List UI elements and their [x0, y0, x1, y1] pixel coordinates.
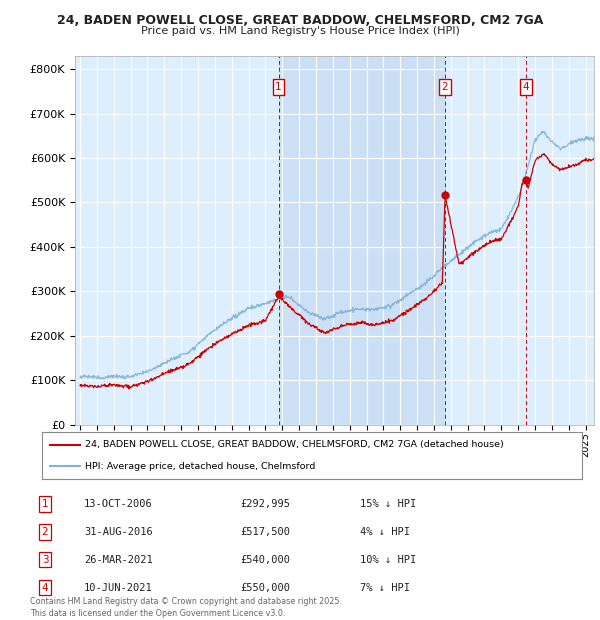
Text: Contains HM Land Registry data © Crown copyright and database right 2025.
This d: Contains HM Land Registry data © Crown c… — [30, 597, 342, 618]
Text: 7% ↓ HPI: 7% ↓ HPI — [360, 583, 410, 593]
Text: 26-MAR-2021: 26-MAR-2021 — [84, 555, 153, 565]
Bar — [278, 56, 445, 425]
Text: 24, BADEN POWELL CLOSE, GREAT BADDOW, CHELMSFORD, CM2 7GA (detached house): 24, BADEN POWELL CLOSE, GREAT BADDOW, CH… — [85, 440, 504, 450]
Text: £292,995: £292,995 — [240, 499, 290, 509]
Text: 4: 4 — [41, 583, 49, 593]
Text: 31-AUG-2016: 31-AUG-2016 — [84, 527, 153, 537]
Text: HPI: Average price, detached house, Chelmsford: HPI: Average price, detached house, Chel… — [85, 461, 316, 471]
Text: 4: 4 — [522, 82, 529, 92]
Text: 3: 3 — [41, 555, 49, 565]
Text: 24, BADEN POWELL CLOSE, GREAT BADDOW, CHELMSFORD, CM2 7GA: 24, BADEN POWELL CLOSE, GREAT BADDOW, CH… — [57, 14, 543, 27]
Text: £517,500: £517,500 — [240, 527, 290, 537]
Text: 2: 2 — [442, 82, 448, 92]
Text: 13-OCT-2006: 13-OCT-2006 — [84, 499, 153, 509]
Text: 4% ↓ HPI: 4% ↓ HPI — [360, 527, 410, 537]
Text: 2: 2 — [41, 527, 49, 537]
Text: 1: 1 — [275, 82, 282, 92]
Text: 15% ↓ HPI: 15% ↓ HPI — [360, 499, 416, 509]
Text: 10% ↓ HPI: 10% ↓ HPI — [360, 555, 416, 565]
Text: 10-JUN-2021: 10-JUN-2021 — [84, 583, 153, 593]
Text: £540,000: £540,000 — [240, 555, 290, 565]
Text: 1: 1 — [41, 499, 49, 509]
Text: Price paid vs. HM Land Registry's House Price Index (HPI): Price paid vs. HM Land Registry's House … — [140, 26, 460, 36]
Text: £550,000: £550,000 — [240, 583, 290, 593]
